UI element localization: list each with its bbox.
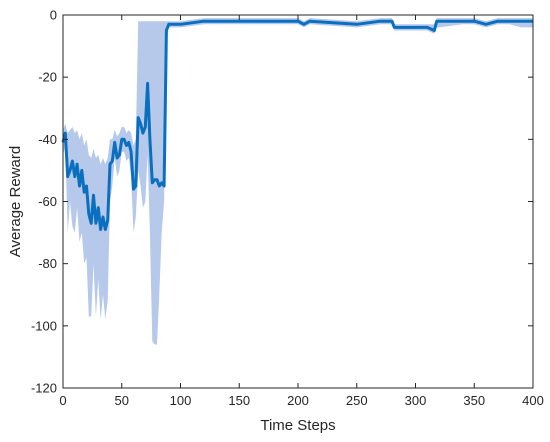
- x-tick-label: 150: [228, 393, 250, 408]
- axes: [62, 14, 534, 389]
- x-tick-label: 200: [287, 393, 309, 408]
- x-tick-label: 0: [59, 393, 66, 408]
- mean-reward-line-0: [61, 19, 533, 231]
- x-tick-label: 300: [405, 393, 427, 408]
- tick-labels: 0 50 100 150 200 250 300 350 400 -120 -100 -80 -60 -4…: [31, 8, 544, 409]
- y-tick-label: 0: [50, 8, 57, 23]
- y-tick-label: -20: [38, 70, 57, 85]
- y-tick-label: -80: [38, 256, 57, 271]
- y-tick-label: -60: [38, 194, 57, 209]
- y-tick-label: -40: [38, 132, 57, 147]
- y-tick-label: -100: [31, 318, 57, 333]
- x-tick-label: 250: [346, 393, 368, 408]
- x-tick-label: 50: [115, 393, 129, 408]
- mean-line-layer: [61, 19, 533, 231]
- y-tick-label: -120: [31, 381, 57, 396]
- x-axis-label: Time Steps: [260, 417, 335, 434]
- x-tick-label: 100: [170, 393, 192, 408]
- x-tick-label: 350: [463, 393, 485, 408]
- x-tick-label: 400: [522, 393, 544, 408]
- y-axis-label: Average Reward: [7, 146, 24, 257]
